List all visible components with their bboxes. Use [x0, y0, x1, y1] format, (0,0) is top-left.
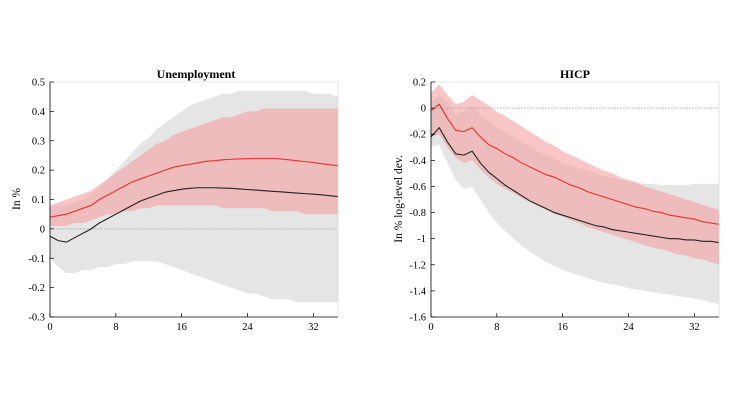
hicp-y-tick-label: -1 — [417, 234, 426, 245]
hicp-panel: HICP In % log-level dev. -1.6 -1.4 -1.2 -1 -… — [393, 67, 720, 333]
chart-title-unemployment: Unemployment — [157, 67, 236, 81]
hicp-y-tick-label: -1.6 — [409, 313, 426, 324]
unemployment-panel: Unemployment In % -0.3 -0.2 -0.1 0 0.1 0.2 0.3… — [11, 67, 339, 333]
unemployment-y-tick-label: 0.4 — [32, 107, 46, 118]
chart-title-hicp: HICP — [560, 67, 590, 81]
hicp-series-line-3 — [430, 126, 720, 244]
hicp-y-tick-label: -0.6 — [409, 182, 426, 193]
hicp-y-tick-label: -0.8 — [409, 208, 426, 219]
hicp-y-tick-label: -0.4 — [409, 156, 426, 167]
unemployment-y-tick-label: -0.2 — [28, 283, 45, 294]
y-axis-label-hicp: In % log-level dev. — [393, 155, 405, 243]
unemployment-band-1 — [50, 108, 338, 226]
hicp-x-tick-label: 32 — [689, 322, 700, 333]
hicp-y-tick-label: -0.2 — [409, 130, 426, 141]
unemployment-y-tick-label: 0.1 — [32, 195, 45, 206]
hicp-x-tick-label: 0 — [428, 322, 433, 333]
hicp-y-tick-label: 0 — [421, 104, 426, 115]
hicp-y-tick-label: -1.2 — [409, 260, 426, 271]
y-axis-label-unemployment: In % — [11, 188, 23, 210]
unemployment-x-tick-label: 16 — [176, 322, 187, 333]
hicp-band-1 — [431, 84, 719, 265]
hicp-x-tick-label: 8 — [494, 322, 499, 333]
hicp-x-tick-label: 24 — [623, 322, 634, 333]
unemployment-y-tick-label: 0.5 — [32, 78, 45, 89]
hicp-series-line-2 — [430, 103, 720, 225]
unemployment-x-tick-label: 8 — [113, 322, 118, 333]
hicp-y-tick-label: 0.2 — [413, 78, 426, 89]
hicp-y-tick-label: -1.4 — [409, 286, 426, 297]
unemployment-series-line-2 — [49, 157, 339, 218]
hicp-x-tick-label: 16 — [557, 322, 568, 333]
unemployment-y-tick-label: 0.2 — [32, 166, 45, 177]
unemployment-y-tick-label: -0.3 — [28, 313, 45, 324]
unemployment-x-tick-label: 0 — [47, 322, 52, 333]
unemployment-y-tick-label: -0.1 — [28, 254, 45, 265]
unemployment-y-tick-label: 0.3 — [32, 136, 45, 147]
unemployment-x-tick-label: 24 — [242, 322, 253, 333]
unemployment-y-tick-label: 0 — [40, 224, 45, 235]
unemployment-series-line-3 — [49, 187, 339, 243]
unemployment-x-tick-label: 32 — [308, 322, 319, 333]
